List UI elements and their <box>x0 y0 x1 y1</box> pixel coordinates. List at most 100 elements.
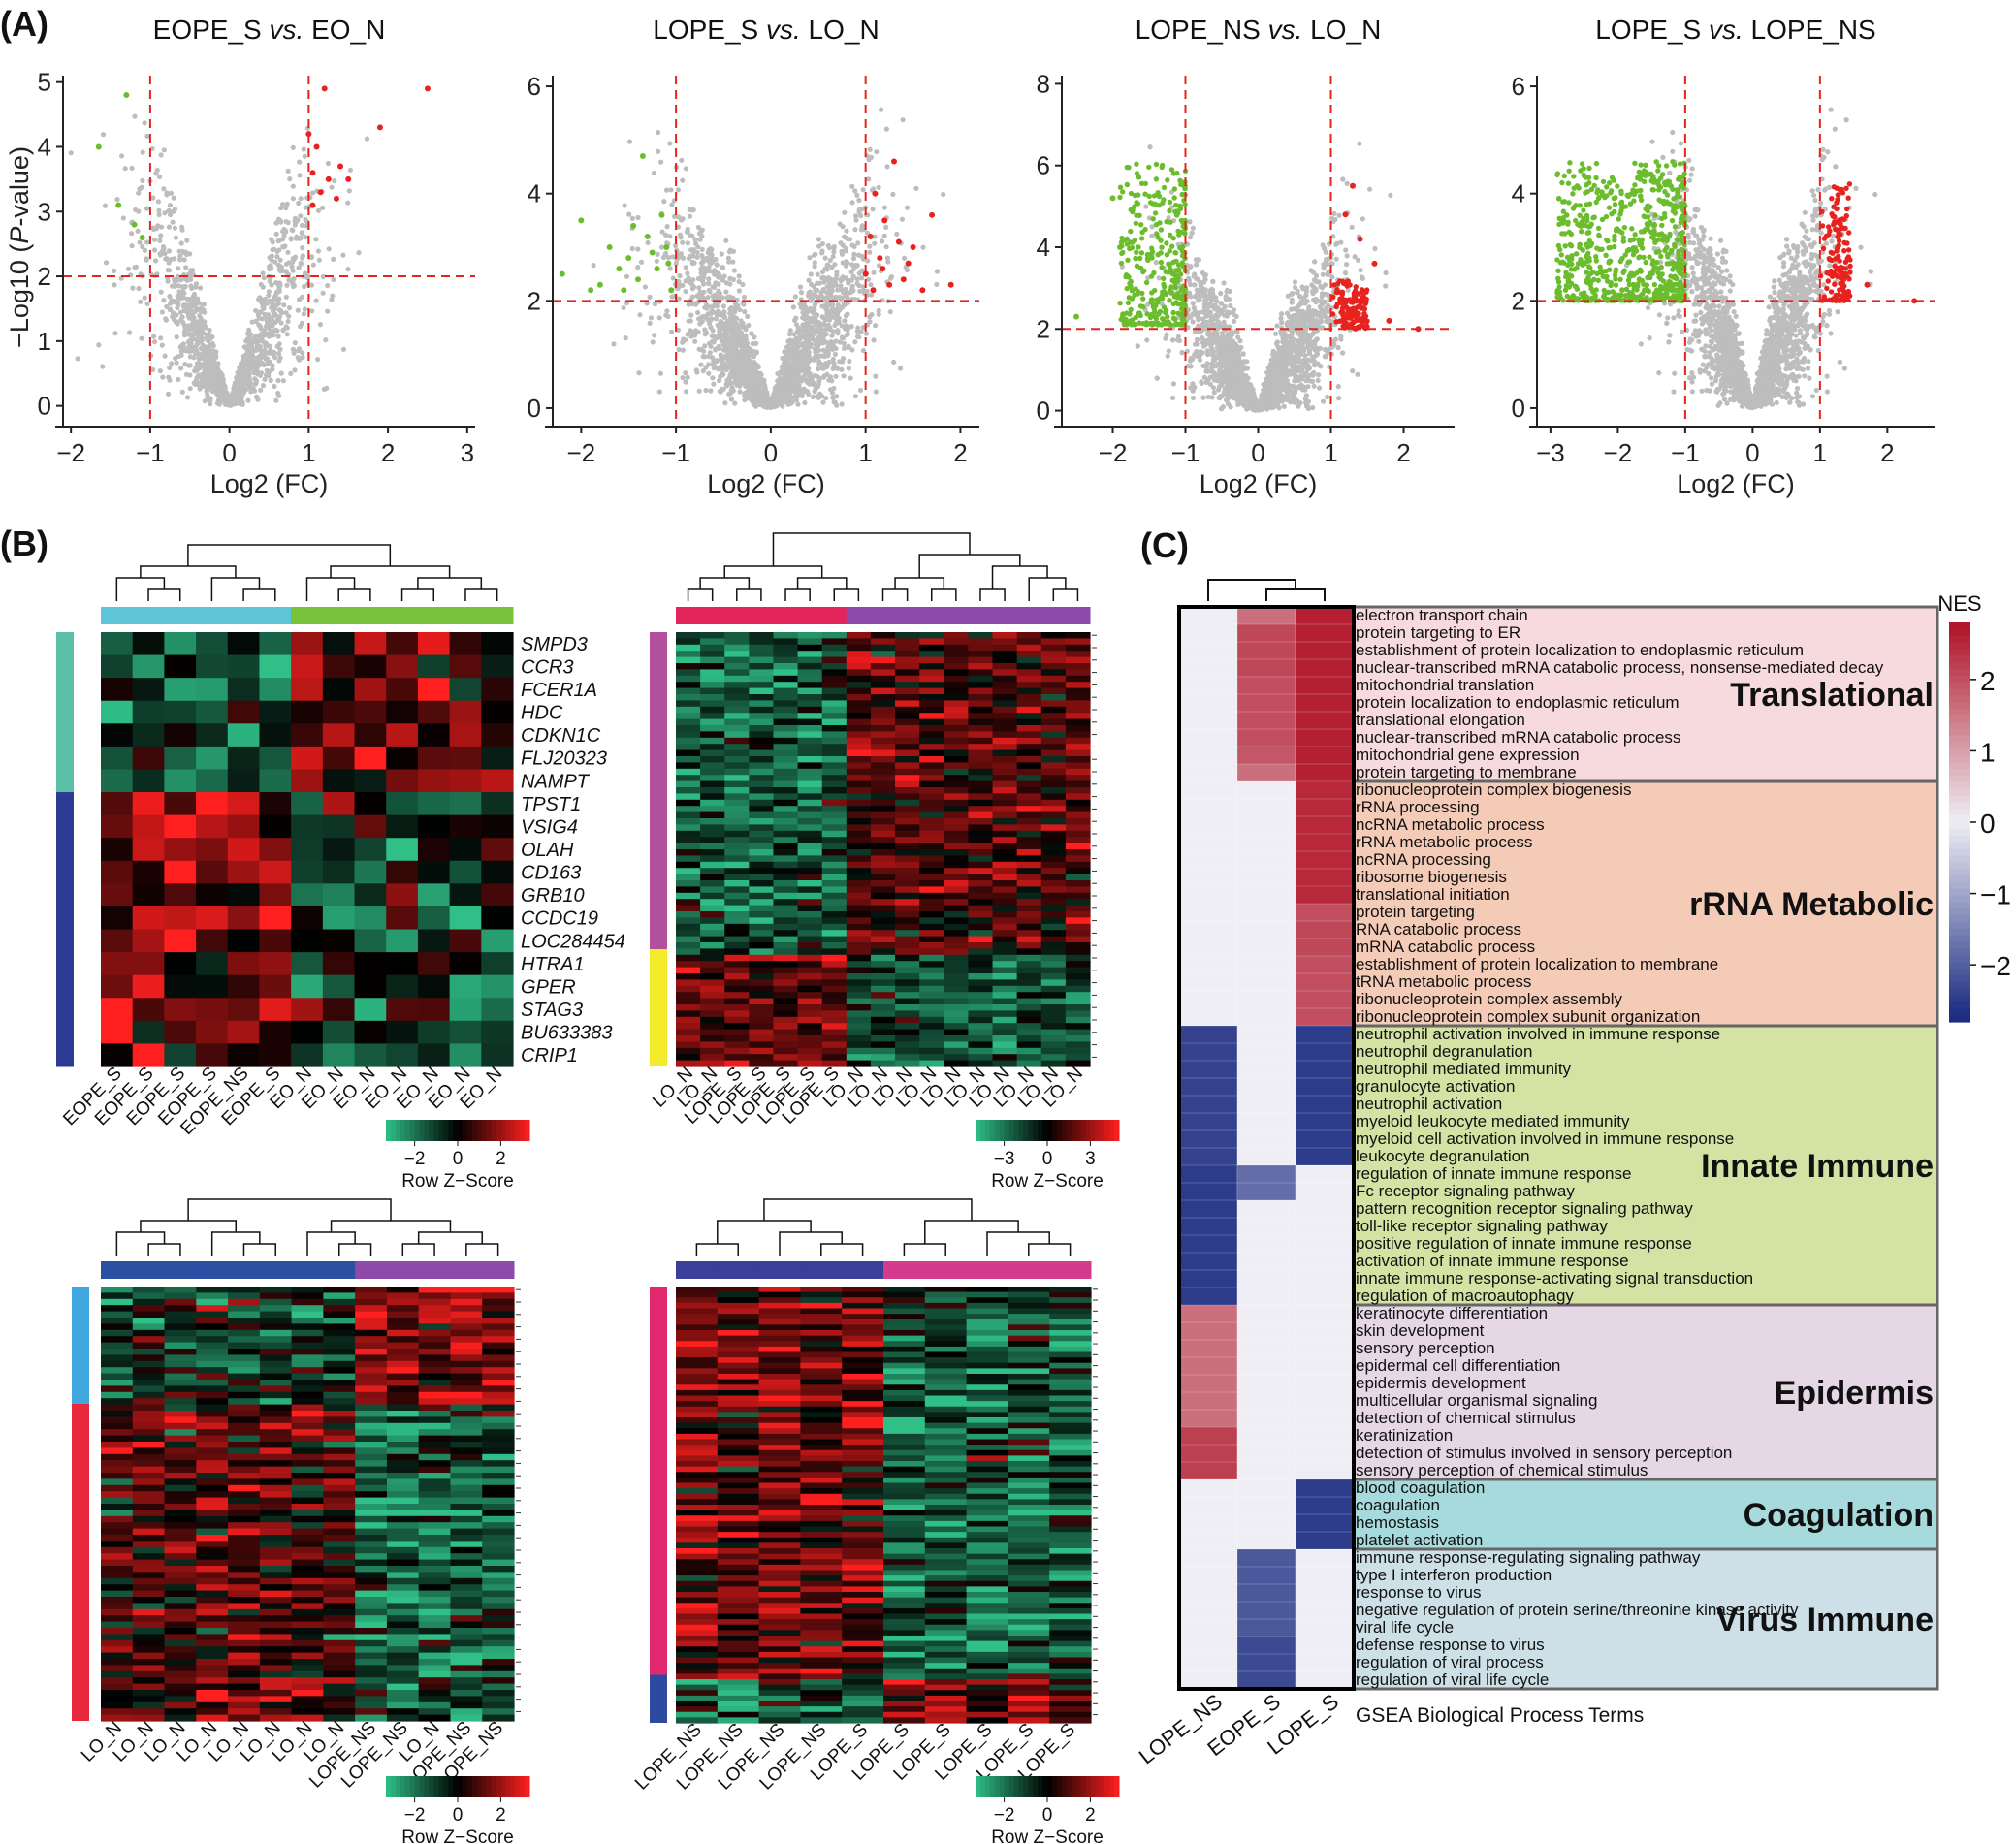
grey-point <box>701 348 707 354</box>
grey-point <box>782 360 787 366</box>
grey-point <box>188 324 194 330</box>
up-point <box>309 202 316 208</box>
grey-point <box>264 332 271 337</box>
grey-point <box>302 284 307 290</box>
grey-point <box>297 173 303 178</box>
grey-point <box>167 268 173 273</box>
grey-point <box>269 318 274 324</box>
grey-point <box>172 207 178 212</box>
grey-point <box>329 184 335 190</box>
grey-point <box>267 278 272 284</box>
grey-point <box>753 374 759 380</box>
grey-point <box>664 224 670 230</box>
grey-point <box>183 302 189 308</box>
grey-point <box>210 388 216 395</box>
grey-point <box>144 256 149 262</box>
grey-point <box>129 231 135 237</box>
grey-point <box>1218 290 1224 297</box>
grey-point <box>714 262 720 268</box>
grey-point <box>723 238 729 243</box>
grey-point <box>658 159 664 165</box>
grey-point <box>664 308 670 314</box>
grey-point <box>680 239 686 245</box>
grey-point <box>281 302 287 308</box>
x-tick-label: 3 <box>461 438 474 467</box>
grey-point <box>258 326 264 332</box>
grey-point <box>315 248 322 254</box>
x-tick-label: 2 <box>381 438 395 467</box>
grey-point <box>792 294 798 300</box>
grey-point <box>887 309 893 315</box>
grey-point <box>679 157 685 163</box>
grey-point <box>264 318 270 325</box>
grey-point <box>285 220 291 226</box>
grey-point <box>709 247 715 253</box>
grey-point <box>197 366 203 371</box>
grey-point <box>320 290 326 296</box>
grey-point <box>840 359 846 365</box>
grey-point <box>254 395 260 400</box>
grey-point <box>176 283 181 289</box>
grey-point <box>794 391 800 397</box>
grey-point <box>706 370 712 376</box>
grey-point <box>724 340 731 346</box>
grey-point <box>708 261 714 267</box>
grey-point <box>198 338 204 344</box>
grey-point <box>151 237 158 242</box>
y-tick-label: 4 <box>528 179 541 208</box>
grey-point <box>720 366 725 372</box>
grey-point <box>749 331 754 336</box>
grey-point <box>272 311 278 317</box>
grey-point <box>841 345 848 351</box>
grey-point <box>591 263 596 269</box>
grey-point <box>1343 247 1349 253</box>
grey-point <box>299 230 304 236</box>
grey-point <box>331 256 336 262</box>
grey-point <box>290 144 296 150</box>
grey-point <box>301 146 306 152</box>
grey-point <box>849 200 855 206</box>
grey-point <box>298 196 304 202</box>
grey-point <box>301 311 306 317</box>
grey-point <box>1383 283 1389 289</box>
grey-point <box>120 215 126 221</box>
grey-point <box>839 401 845 407</box>
x-axis-label: Log2 (FC) <box>210 469 329 498</box>
grey-point <box>245 364 251 369</box>
grey-point <box>815 271 820 277</box>
grey-point <box>734 356 740 362</box>
grey-point <box>846 366 851 371</box>
x-tick-label: 1 <box>858 438 872 467</box>
grey-point <box>853 213 859 219</box>
grey-point <box>735 302 741 309</box>
grey-point <box>161 245 167 251</box>
grey-point <box>849 283 855 289</box>
grey-point <box>190 317 196 324</box>
grey-point <box>221 383 227 389</box>
grey-point <box>629 245 635 252</box>
grey-point <box>258 332 264 337</box>
down-point <box>596 281 603 288</box>
nonsignificant-points <box>68 113 370 408</box>
grey-point <box>787 332 793 337</box>
grey-point <box>793 345 799 351</box>
grey-point <box>267 298 272 303</box>
grey-point <box>849 183 855 189</box>
grey-point <box>699 252 705 259</box>
grey-point <box>192 330 198 335</box>
grey-point <box>155 223 161 229</box>
y-tick-label: 0 <box>38 392 51 421</box>
grey-point <box>835 331 841 336</box>
up-point <box>886 281 893 288</box>
grey-point <box>832 364 838 369</box>
grey-point <box>275 377 281 384</box>
grey-point <box>299 320 305 326</box>
grey-point <box>187 363 193 368</box>
grey-point <box>275 334 281 339</box>
grey-point <box>702 354 708 360</box>
grey-point <box>206 344 211 350</box>
grey-point <box>698 362 704 367</box>
grey-point <box>880 238 885 244</box>
panel-label-c: (C) <box>1140 525 1189 565</box>
up-point <box>895 238 902 245</box>
